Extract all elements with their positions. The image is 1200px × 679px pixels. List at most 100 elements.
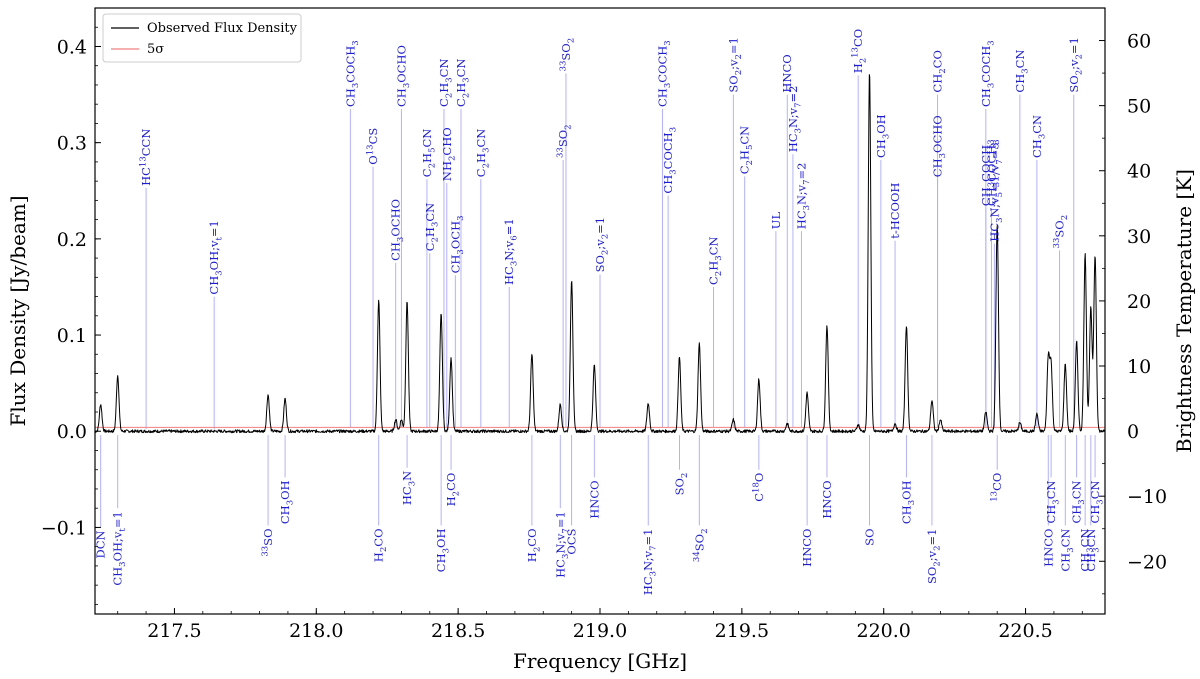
- upper-annotation-label: 33SO2: [556, 124, 574, 158]
- upper-annotation-label: SO2;v2=1: [1067, 37, 1085, 92]
- upper-annotation-label: CH3CN: [1013, 49, 1031, 92]
- upper-annotation-label: 33SO2: [559, 38, 577, 72]
- lower-annotation-label: HNCO: [820, 480, 834, 518]
- upper-annotation-label: C2H3CN: [707, 236, 725, 285]
- lower-annotation-label: CH3OH: [278, 480, 296, 524]
- upper-annotation-label: CH3CN: [1030, 115, 1048, 158]
- upper-annotation-label: SO2;v2=1: [593, 217, 611, 272]
- x-tick-label: 220.0: [857, 620, 911, 642]
- y2-tick-label: 30: [1127, 226, 1151, 248]
- spectrum-series: [94, 74, 1106, 434]
- lower-annotation-label: CH3CN: [1044, 480, 1062, 523]
- y-tick-label: 0.2: [57, 229, 87, 251]
- upper-annotation-label: HC3N;v7=2: [794, 163, 812, 230]
- upper-annotation-label: HC13CCN: [139, 129, 154, 186]
- annotation-labels: HC13CCN CH3OH;vt=1 CH3COCH3 O13CS CH3OCHO CH3…: [94, 29, 1106, 595]
- upper-annotation-label: CH3COCH3: [343, 40, 361, 107]
- y-axis-label: Flux Density [Jy/beam]: [6, 195, 30, 426]
- upper-annotation-label: CH3COCH3: [985, 139, 1003, 206]
- lower-annotation-label: CH3CN: [1078, 529, 1096, 572]
- legend-observed-label: Observed Flux Density: [147, 21, 298, 36]
- y2-tick-label: 60: [1127, 31, 1151, 53]
- upper-annotation-label: CH3COCH3: [661, 127, 679, 194]
- lower-annotation-label: 34SO2: [692, 529, 710, 563]
- lower-annotation-label: C18O: [751, 473, 766, 502]
- y-tick-label: 0.1: [57, 325, 87, 347]
- legend-box: [102, 13, 302, 63]
- lower-annotation-label: HC3N;v7=1: [641, 529, 659, 596]
- y2-tick-label: 40: [1127, 161, 1151, 183]
- y2-tick-label: 0: [1127, 421, 1139, 443]
- y-axis-ticks: −0.1 0.0 0.1 0.2 0.3 0.4: [41, 7, 101, 605]
- lower-annotation-label: 13CO: [990, 473, 1005, 502]
- upper-annotation-label: t-HCOOH: [888, 183, 902, 239]
- x-axis-label: Frequency [GHz]: [513, 649, 687, 673]
- y2-tick-label: −20: [1127, 551, 1167, 573]
- upper-annotation-label: CH3OCHO: [394, 45, 412, 107]
- y-tick-label: −0.1: [41, 517, 87, 539]
- y-tick-label: 0.4: [57, 36, 87, 58]
- lower-annotation-label: CH3CN: [1070, 480, 1088, 523]
- lower-annotation-label: HC3N;v7=1: [553, 511, 571, 578]
- upper-annotation-label: CH3OCHO: [931, 115, 949, 177]
- y2-tick-label: −10: [1127, 486, 1167, 508]
- x-tick-label: 219.0: [573, 620, 627, 642]
- upper-annotation-label: CH3COCH3: [979, 40, 997, 107]
- upper-annotation-label: O13CS: [366, 128, 381, 165]
- spectrum-line: [94, 74, 1106, 434]
- upper-annotation-label: CH3COCH3: [655, 40, 673, 107]
- upper-annotation-label: HNCO: [780, 54, 794, 92]
- lower-annotation-label: DCN: [94, 530, 108, 558]
- lower-annotation-label: CH3OH: [434, 529, 452, 573]
- lower-annotation-label: CH3OH;vt=1: [111, 511, 129, 585]
- lower-annotation-label: HNCO: [1041, 529, 1055, 567]
- x-tick-label: 217.5: [147, 620, 201, 642]
- lower-annotation-label: HC3N: [400, 471, 418, 505]
- upper-annotation-label: C2H3CN: [423, 203, 441, 252]
- lower-annotation-label: 33SO: [261, 529, 276, 557]
- lower-annotation-label: HNCO: [800, 529, 814, 567]
- upper-annotation-label: CH2CO: [931, 50, 949, 92]
- lower-annotation-label: H2CO: [444, 473, 462, 507]
- lower-annotation-label: SO2;v2=1: [925, 529, 943, 584]
- upper-annotation-label: CH3OCH3: [448, 215, 466, 273]
- upper-annotation-label: SO2;v2=1: [726, 37, 744, 92]
- legend-5sigma-label: 5σ: [147, 42, 164, 57]
- upper-annotation-label: HC3N;v5=1/v7=3: [987, 142, 1005, 241]
- upper-annotation-label: CH3OCHO: [389, 199, 407, 261]
- upper-annotation-label: H213CO: [851, 29, 869, 74]
- x-tick-label: 218.0: [289, 620, 343, 642]
- upper-annotation-label: CH3OH: [874, 114, 892, 158]
- upper-annotation-label: CH3COCH3: [979, 139, 997, 206]
- lower-annotation-label: OCS: [565, 528, 579, 554]
- legend: Observed Flux Density 5σ: [102, 13, 302, 63]
- upper-annotation-label: NH2CHO: [440, 127, 458, 181]
- lower-annotation-label: H2CO: [372, 529, 390, 563]
- x-tick-label: 220.5: [998, 620, 1052, 642]
- x-tick-label: 218.5: [431, 620, 485, 642]
- x-tick-label: 219.5: [715, 620, 769, 642]
- lower-annotation-label: CH3CN: [1058, 529, 1076, 572]
- lower-annotation-label: HNCO: [587, 480, 601, 518]
- y2-tick-label: 50: [1127, 96, 1151, 118]
- x-axis-ticks: 217.5 218.0 218.5 219.0 219.5 220.0 220.5: [117, 608, 1083, 642]
- upper-annotation-label: UL: [769, 212, 783, 230]
- lower-annotation-label: SO2: [672, 473, 690, 496]
- upper-annotation-label: C2H3CN: [454, 58, 472, 107]
- lower-annotation-label: CH3CN: [1088, 480, 1106, 523]
- y2-tick-label: 20: [1127, 291, 1151, 313]
- y2-axis-ticks: −20 −10 0 10 20 30 40 50 60: [1099, 7, 1167, 595]
- y2-axis-label: Brightness Temperature [K]: [1172, 169, 1196, 453]
- upper-annotation-label: C2H3CN: [437, 58, 455, 107]
- lower-annotation-label: H2CO: [525, 529, 543, 563]
- lower-annotation-label: CH3OH: [899, 480, 917, 524]
- lower-annotation-label: CH3CN: [1084, 529, 1102, 572]
- upper-annotation-label: CH3OH;vt=1: [207, 220, 225, 294]
- upper-annotation-label: HC3N;v7=2: [786, 86, 804, 153]
- upper-annotation-label: 33SO2: [1052, 215, 1070, 249]
- upper-annotation-label: C2H5CN: [738, 126, 756, 175]
- upper-annotation-label: C2H5CN: [420, 129, 438, 178]
- y2-tick-label: 10: [1127, 356, 1151, 378]
